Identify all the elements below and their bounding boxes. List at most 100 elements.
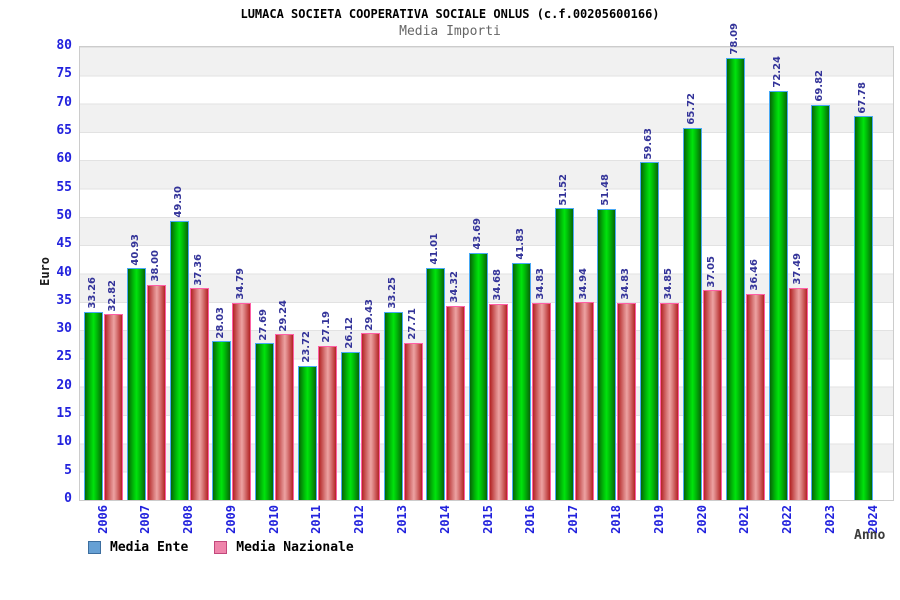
bar-media-ente-2011[interactable] [297, 365, 317, 500]
x-tick-2019: 2019 [651, 505, 666, 534]
bar-media-ente-2012[interactable] [340, 352, 360, 500]
media-nazionale-swatch-icon [214, 541, 228, 554]
bar-value-label-nazionale-2018: 34.83 [620, 268, 632, 300]
bar-media-ente-2018[interactable] [597, 208, 617, 500]
x-tick-2012: 2012 [352, 505, 367, 534]
bar-value-label-ente-2019: 59.63 [643, 127, 655, 160]
bar-value-label-ente-2024: 67.78 [857, 81, 869, 114]
bar-media-nazionale-2018[interactable] [617, 302, 637, 500]
bar-media-ente-2020[interactable] [683, 127, 703, 500]
bar-value-label-ente-2008: 49.30 [172, 186, 184, 218]
x-tick-2008: 2008 [181, 505, 196, 534]
bar-value-label-ente-2012: 26.12 [343, 317, 355, 350]
bar-media-nazionale-2010[interactable] [275, 334, 295, 500]
y-tick-15: 15 [56, 406, 72, 422]
y-tick-40: 40 [56, 264, 72, 280]
bar-media-ente-2007[interactable] [126, 268, 146, 500]
y-tick-45: 45 [56, 236, 72, 252]
bar-value-label-ente-2011: 23.72 [300, 331, 312, 363]
y-tick-25: 25 [56, 349, 72, 365]
x-tick-2014: 2014 [437, 505, 452, 534]
bar-value-label-ente-2021: 78.09 [728, 23, 740, 55]
bar-media-ente-2008[interactable] [169, 220, 189, 500]
bar-media-ente-2006[interactable] [84, 311, 103, 500]
x-tick-2016: 2016 [523, 505, 538, 534]
bar-value-label-nazionale-2016: 34.83 [534, 268, 546, 300]
legend-label-media-nazionale: Media Nazionale [236, 540, 354, 555]
bar-value-label-ente-2022: 72.24 [771, 56, 783, 88]
bar-media-nazionale-2015[interactable] [489, 303, 509, 500]
x-tick-2018: 2018 [609, 505, 623, 534]
bar-media-nazionale-2014[interactable] [446, 305, 466, 500]
bar-media-ente-2019[interactable] [640, 162, 660, 500]
y-tick-80: 80 [56, 38, 72, 53]
y-tick-5: 5 [64, 462, 72, 478]
bar-media-nazionale-2007[interactable] [146, 284, 166, 500]
legend-item-media-nazionale[interactable]: Media Nazionale [214, 540, 354, 555]
y-tick-20: 20 [56, 377, 72, 393]
y-tick-0: 0 [64, 491, 72, 506]
bar-media-nazionale-2009[interactable] [232, 303, 252, 500]
bar-media-nazionale-2013[interactable] [403, 343, 423, 500]
legend-label-media-ente: Media Ente [110, 540, 189, 555]
bar-value-label-ente-2006: 33.26 [87, 277, 98, 309]
bar-media-ente-2022[interactable] [768, 90, 788, 500]
media-ente-swatch-icon [88, 541, 101, 554]
bar-value-label-nazionale-2007: 38.00 [149, 250, 161, 282]
bar-media-nazionale-2016[interactable] [531, 302, 551, 500]
y-tick-30: 30 [56, 321, 72, 337]
bar-value-label-nazionale-2017: 34.94 [577, 267, 589, 300]
bar-value-label-ente-2017: 51.52 [557, 173, 569, 206]
x-tick-2017: 2017 [566, 505, 581, 534]
bar-value-label-ente-2015: 43.69 [472, 217, 484, 250]
y-tick-70: 70 [56, 94, 72, 110]
x-axis-title: Anno [854, 528, 886, 543]
bar-media-nazionale-2008[interactable] [189, 288, 209, 500]
bar-value-label-nazionale-2014: 34.32 [449, 271, 461, 303]
bar-media-ente-2015[interactable] [469, 252, 489, 500]
bar-media-nazionale-2006[interactable] [104, 314, 123, 500]
bar-media-ente-2014[interactable] [426, 267, 446, 500]
bar-media-ente-2013[interactable] [383, 311, 403, 500]
bar-media-nazionale-2011[interactable] [317, 346, 337, 500]
y-tick-60: 60 [56, 151, 72, 167]
bar-media-ente-2009[interactable] [212, 341, 232, 500]
bar-media-ente-2010[interactable] [255, 343, 275, 500]
y-tick-35: 35 [56, 292, 72, 308]
bar-value-label-ente-2009: 28.03 [215, 306, 227, 339]
x-tick-2023: 2023 [822, 505, 837, 534]
bar-media-nazionale-2017[interactable] [574, 302, 594, 500]
x-tick-2020: 2020 [694, 505, 709, 534]
bar-value-label-ente-2018: 51.48 [600, 173, 612, 206]
bar-media-nazionale-2020[interactable] [703, 290, 723, 500]
bar-media-ente-2023[interactable] [811, 104, 831, 500]
bar-value-label-nazionale-2008: 37.36 [192, 253, 204, 286]
bar-media-nazionale-2021[interactable] [745, 293, 765, 500]
bar-media-ente-2021[interactable] [725, 57, 745, 500]
y-tick-65: 65 [56, 122, 72, 138]
bar-value-label-ente-2007: 40.93 [129, 233, 141, 266]
y-tick-75: 75 [56, 66, 72, 82]
bar-value-label-nazionale-2019: 34.85 [663, 268, 675, 300]
y-tick-50: 50 [56, 207, 72, 223]
bar-media-nazionale-2022[interactable] [788, 287, 808, 500]
bar-media-ente-2016[interactable] [511, 263, 531, 500]
bar-value-label-ente-2014: 41.01 [429, 233, 441, 265]
bar-media-nazionale-2019[interactable] [660, 302, 680, 500]
bar-value-label-ente-2013: 33.25 [386, 277, 398, 309]
bar-media-nazionale-2012[interactable] [360, 333, 380, 500]
legend-item-media-ente[interactable]: Media Ente [88, 540, 188, 555]
bar-value-label-nazionale-2009: 34.79 [235, 268, 247, 300]
chart-title: LUMACA SOCIETA COOPERATIVA SOCIALE ONLUS… [240, 7, 660, 21]
bar-value-label-nazionale-2021: 36.46 [748, 258, 760, 291]
bar-value-label-nazionale-2010: 29.24 [278, 299, 290, 332]
x-tick-2007: 2007 [138, 505, 153, 534]
bar-value-label-nazionale-2006: 32.82 [107, 279, 118, 312]
bar-media-ente-2024[interactable] [854, 116, 874, 500]
x-tick-2009: 2009 [223, 505, 238, 534]
bar-value-label-ente-2023: 69.82 [814, 69, 826, 102]
bar-value-label-nazionale-2013: 27.71 [406, 308, 418, 341]
bar-media-ente-2017[interactable] [554, 208, 574, 500]
x-tick-2010: 2010 [266, 505, 281, 534]
